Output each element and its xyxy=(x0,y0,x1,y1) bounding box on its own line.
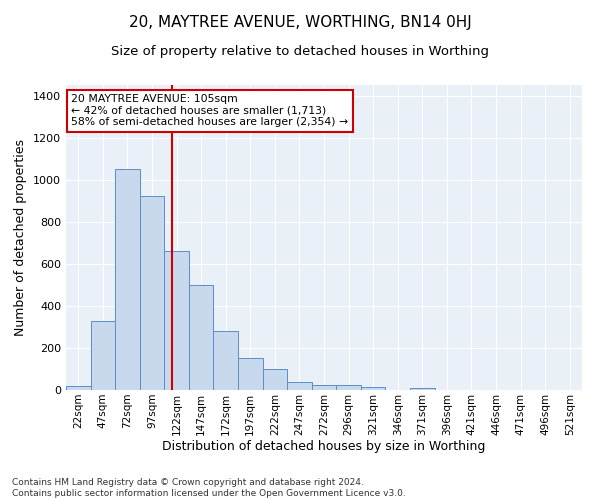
Bar xyxy=(361,387,385,390)
Text: 20, MAYTREE AVENUE, WORTHING, BN14 0HJ: 20, MAYTREE AVENUE, WORTHING, BN14 0HJ xyxy=(128,15,472,30)
Bar xyxy=(164,251,189,390)
Text: Size of property relative to detached houses in Worthing: Size of property relative to detached ho… xyxy=(111,45,489,58)
Bar xyxy=(287,382,312,390)
Bar xyxy=(336,384,361,390)
Bar xyxy=(115,169,140,390)
Bar xyxy=(140,196,164,390)
Bar xyxy=(263,369,287,390)
Bar xyxy=(66,386,91,390)
Bar xyxy=(214,331,238,390)
Bar xyxy=(238,358,263,390)
X-axis label: Distribution of detached houses by size in Worthing: Distribution of detached houses by size … xyxy=(163,440,485,454)
Bar xyxy=(410,388,434,390)
Text: 20 MAYTREE AVENUE: 105sqm
← 42% of detached houses are smaller (1,713)
58% of se: 20 MAYTREE AVENUE: 105sqm ← 42% of detac… xyxy=(71,94,348,128)
Bar xyxy=(312,384,336,390)
Text: Contains HM Land Registry data © Crown copyright and database right 2024.
Contai: Contains HM Land Registry data © Crown c… xyxy=(12,478,406,498)
Bar xyxy=(91,320,115,390)
Bar xyxy=(189,285,214,390)
Y-axis label: Number of detached properties: Number of detached properties xyxy=(14,139,28,336)
